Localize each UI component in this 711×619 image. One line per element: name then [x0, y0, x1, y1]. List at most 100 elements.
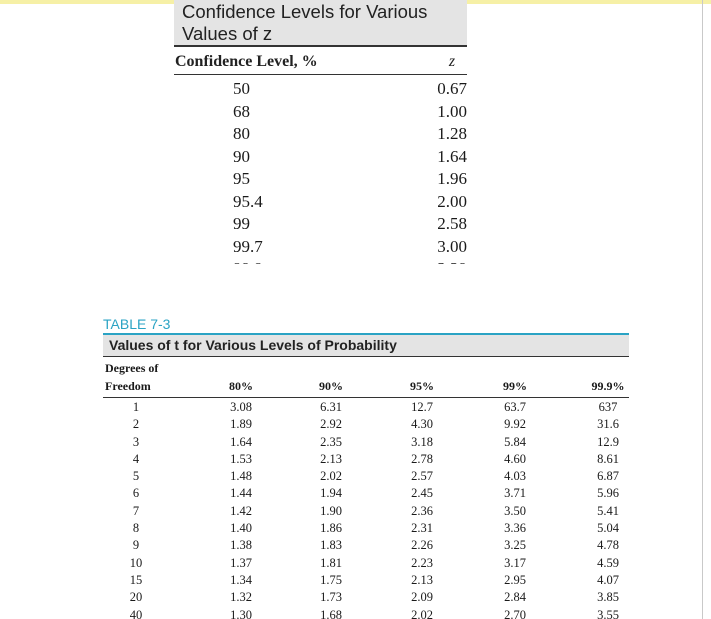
t-table-row: 3 1.64 2.35 3.18 5.84 12.9 [103, 434, 629, 451]
z-table-row: 99.7 3.00 [174, 236, 467, 259]
t-value-cell: 2.70 [504, 607, 526, 619]
t-value-cell: 3.85 [597, 590, 619, 605]
t-table-row: 10 1.37 1.81 2.23 3.17 4.59 [103, 555, 629, 572]
confidence-level-cell: 99.9 [233, 258, 263, 264]
t-value-cell: 1.68 [320, 607, 342, 619]
t-value-cell: 5.41 [597, 503, 619, 518]
t-table-col-99: 99% [503, 379, 527, 393]
confidence-level-cell: 99.7 [233, 236, 263, 256]
z-value-cell: 1.00 [437, 101, 467, 121]
z-table-row: 90 1.64 [174, 146, 467, 169]
confidence-level-cell: 90 [233, 146, 250, 166]
t-value-cell: 1.38 [230, 538, 252, 553]
t-value-cell: 2.57 [411, 469, 433, 484]
t-table-row: 5 1.48 2.02 2.57 4.03 6.87 [103, 468, 629, 485]
t-value-cell: 2.02 [320, 469, 342, 484]
degrees-of-freedom-cell: 2 [132, 417, 140, 432]
z-table-row: 50 0.67 [174, 78, 467, 101]
t-value-cell: 2.92 [320, 417, 342, 432]
page-edge-rule [702, 0, 703, 619]
z-table-header-band [174, 0, 467, 45]
z-table-row: 68 1.00 [174, 101, 467, 124]
t-table-col-95: 95% [410, 379, 434, 393]
t-value-cell: 2.13 [411, 572, 433, 587]
t-table-row: 4 1.53 2.13 2.78 4.60 8.61 [103, 451, 629, 468]
t-value-cell: 2.23 [411, 555, 433, 570]
t-table-row: 8 1.40 1.86 2.31 3.36 5.04 [103, 520, 629, 537]
t-table-col-99-9: 99.9% [591, 379, 625, 393]
t-table-label: TABLE 7-3 [103, 316, 171, 332]
t-value-cell: 63.7 [504, 400, 526, 414]
t-value-cell: 1.32 [230, 590, 252, 605]
confidence-level-cell: 68 [233, 101, 250, 121]
t-value-cell: 5.04 [597, 521, 619, 536]
z-table-row: 99 2.58 [174, 213, 467, 236]
t-value-cell: 1.42 [230, 503, 252, 518]
t-value-cell: 4.07 [597, 572, 619, 587]
t-value-cell: 3.55 [597, 607, 619, 619]
t-value-cell: 3.18 [411, 434, 433, 449]
degrees-of-freedom-cell: 7 [132, 503, 140, 518]
z-table-title-line2-text: Values of z [182, 23, 273, 44]
t-table-df-header-line2: Freedom [105, 379, 151, 393]
z-table-row: 99.9 3.29 [174, 258, 467, 264]
t-value-cell: 2.02 [411, 607, 433, 619]
t-value-cell: 2.09 [411, 590, 433, 605]
z-table-title-line2: Values of z [182, 23, 462, 45]
t-value-cell: 1.37 [230, 555, 252, 570]
z-value-cell: 3.29 [407, 258, 467, 264]
degrees-of-freedom-cell: 10 [129, 555, 143, 570]
z-value-cell: 3.00 [437, 236, 467, 256]
z-table-title-line1: Confidence Levels for Various [182, 1, 428, 22]
degrees-of-freedom-cell: 5 [132, 469, 140, 484]
z-value-cell: 2.58 [437, 214, 467, 233]
t-value-cell: 1.73 [320, 590, 342, 605]
confidence-level-cell: 99 [233, 214, 250, 233]
confidence-level-cell: 95 [233, 169, 250, 188]
z-table-col-z: z [448, 53, 456, 70]
t-value-cell: 1.30 [230, 607, 252, 619]
confidence-level-cell: 50 [233, 79, 250, 98]
t-value-cell: 1.83 [320, 538, 342, 553]
t-value-cell: 2.35 [320, 434, 342, 449]
t-value-cell: 6.87 [597, 469, 619, 484]
t-table-body: 1 3.08 6.31 12.7 63.7 637 2 1.89 2.92 4.30 9.92 31.… [103, 399, 629, 619]
t-value-cell: 3.71 [504, 486, 526, 501]
z-table-header-rule [174, 74, 467, 75]
t-value-cell: 9.92 [504, 417, 526, 432]
t-table-row: 1 3.08 6.31 12.7 63.7 637 [103, 399, 629, 416]
degrees-of-freedom-cell: 15 [129, 572, 143, 587]
t-value-cell: 31.6 [597, 417, 619, 432]
t-table-df-header-line1: Degrees of [105, 361, 159, 375]
t-table-title-rule [103, 356, 629, 357]
t-value-cell: 1.34 [230, 572, 252, 587]
t-value-cell: 4.03 [504, 469, 526, 484]
t-value-cell: 2.31 [411, 521, 433, 536]
degrees-of-freedom-cell: 6 [132, 486, 140, 501]
t-value-cell: 1.89 [230, 417, 252, 432]
degrees-of-freedom-cell: 40 [129, 607, 143, 619]
t-value-cell: 5.84 [504, 434, 526, 449]
t-value-cell: 2.45 [411, 486, 433, 501]
t-value-cell: 1.48 [230, 469, 252, 484]
t-value-cell: 2.78 [411, 451, 433, 466]
t-value-cell: 2.26 [411, 538, 433, 553]
t-table-col-80: 80% [229, 379, 253, 393]
t-table-row: 9 1.38 1.83 2.26 3.25 4.78 [103, 537, 629, 554]
t-table-header-rule [103, 397, 629, 398]
z-table-top-rule [174, 45, 467, 47]
confidence-level-cell: 95.4 [233, 191, 263, 211]
t-value-cell: 2.84 [504, 590, 526, 605]
t-table-row: 20 1.32 1.73 2.09 2.84 3.85 [103, 589, 629, 606]
t-value-cell: 1.81 [320, 555, 342, 570]
t-value-cell: 1.40 [230, 521, 252, 536]
degrees-of-freedom-cell: 4 [132, 451, 140, 466]
t-value-cell: 12.7 [411, 400, 433, 414]
t-table-row: 15 1.34 1.75 2.13 2.95 4.07 [103, 572, 629, 589]
z-value-cell: 1.96 [437, 169, 467, 188]
z-table-row: 95.4 2.00 [174, 191, 467, 214]
t-value-cell: 2.13 [320, 451, 342, 466]
t-value-cell: 2.36 [411, 503, 433, 518]
z-table-body: 50 0.67 68 1.00 80 1.28 90 1.64 95 1.96 95.4 2.00 99… [174, 78, 467, 264]
t-value-cell: 3.17 [504, 555, 526, 570]
